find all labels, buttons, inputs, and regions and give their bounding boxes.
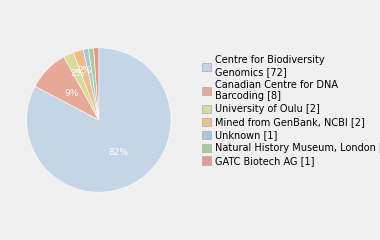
- Wedge shape: [89, 48, 99, 120]
- Text: 2%: 2%: [77, 66, 91, 75]
- Text: 9%: 9%: [65, 89, 79, 98]
- Wedge shape: [64, 53, 99, 120]
- Wedge shape: [83, 48, 99, 120]
- Wedge shape: [93, 48, 99, 120]
- Wedge shape: [27, 48, 171, 192]
- Legend: Centre for Biodiversity
Genomics [72], Canadian Centre for DNA
Barcoding [8], Un: Centre for Biodiversity Genomics [72], C…: [203, 55, 380, 166]
- Text: 82%: 82%: [108, 148, 128, 157]
- Wedge shape: [35, 57, 99, 120]
- Text: 2%: 2%: [70, 69, 84, 78]
- Wedge shape: [73, 49, 99, 120]
